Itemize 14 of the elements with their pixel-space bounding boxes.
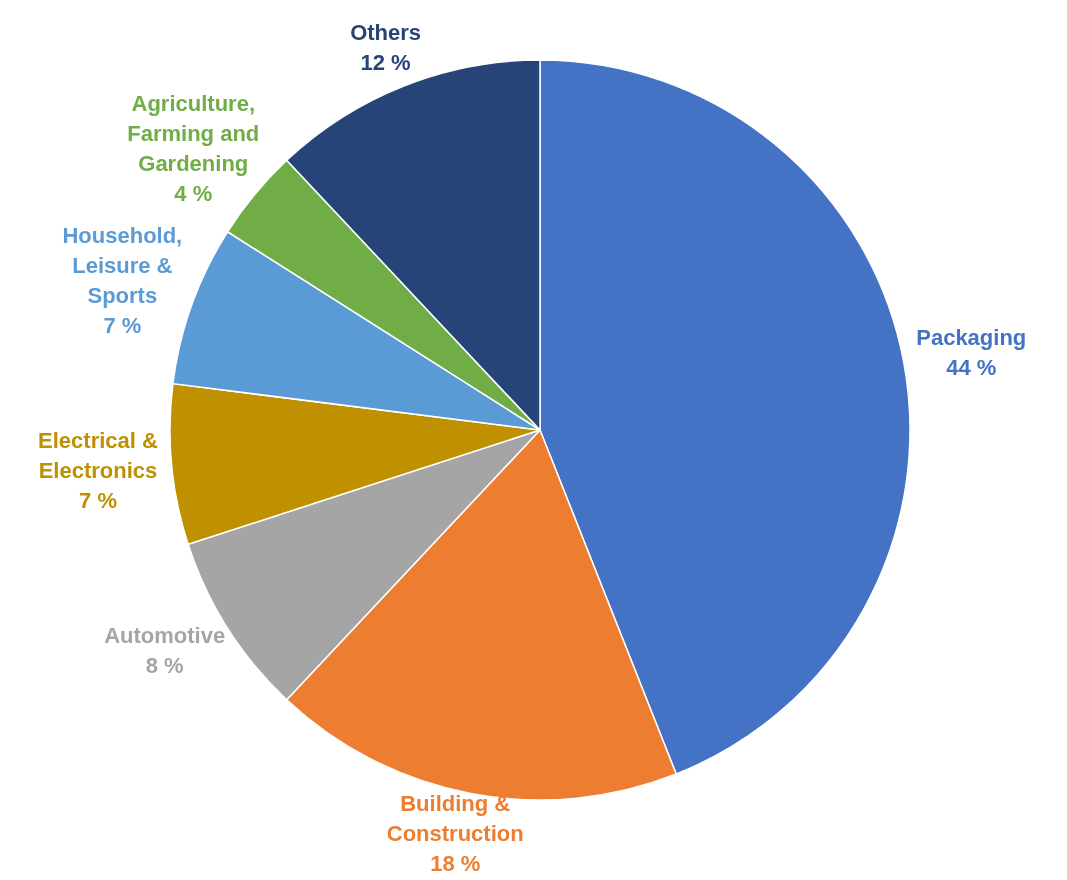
slice-label: Building & Construction — [386, 791, 524, 846]
data-label: 12 % — [360, 49, 411, 75]
data-label: 8 % — [145, 652, 184, 678]
data-label: 4 % — [174, 181, 213, 207]
slice-label: Others — [350, 19, 422, 45]
slice-label: Automotive — [104, 622, 226, 648]
slice-label: Household, Leisure & Sports — [62, 222, 183, 308]
data-label: 18 % — [430, 851, 481, 876]
slice-label: Packaging — [916, 325, 1027, 351]
data-label: 7 % — [79, 487, 117, 513]
data-label: 7 % — [103, 312, 142, 338]
data-label: 44 % — [946, 355, 997, 381]
slice-label: Electrical & Electronics — [38, 427, 159, 483]
slice-label: Agriculture, Farming and Gardening — [127, 91, 260, 177]
